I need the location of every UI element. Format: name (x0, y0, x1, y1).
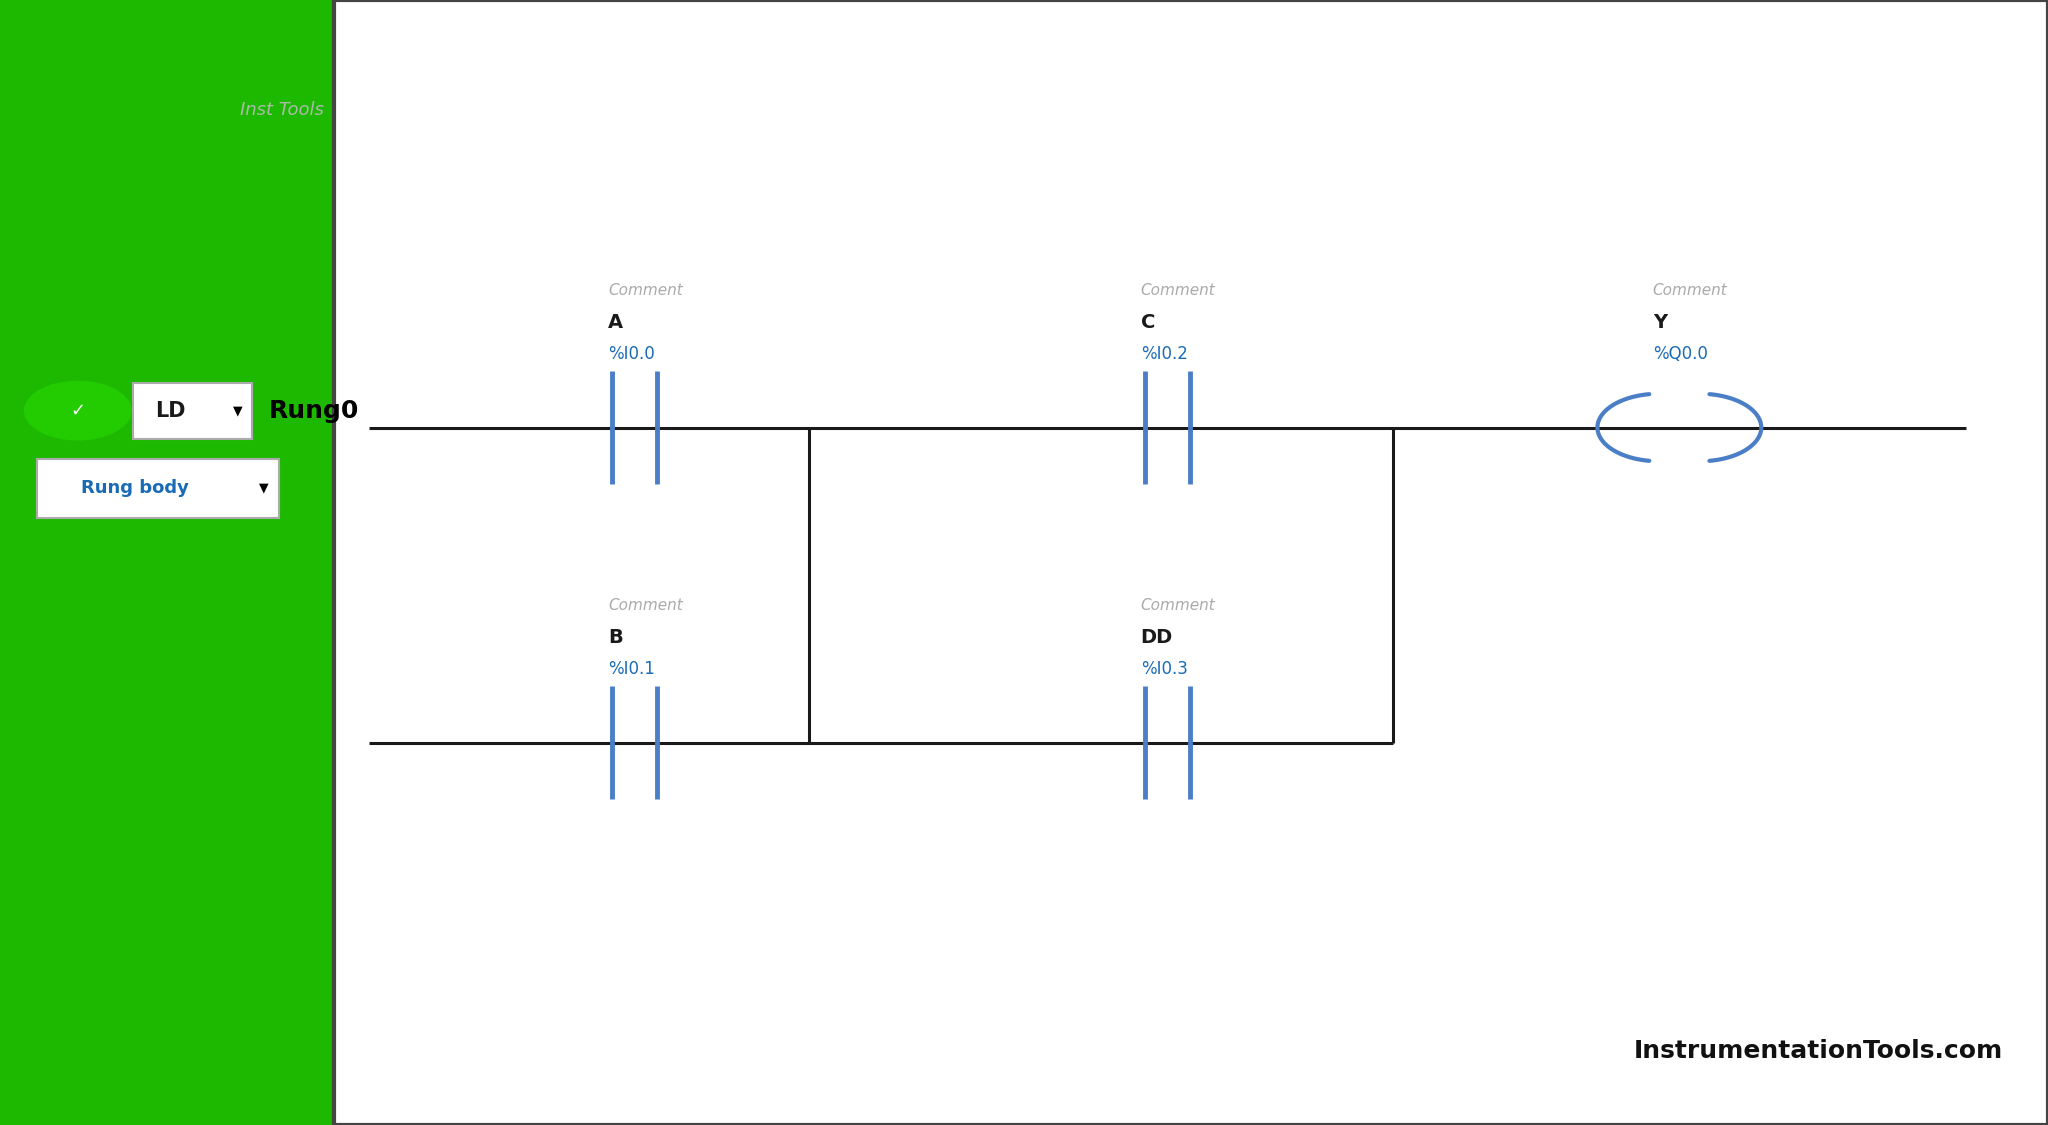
FancyBboxPatch shape (334, 0, 2048, 1125)
Text: Rung0: Rung0 (268, 398, 358, 423)
Text: %I0.2: %I0.2 (1141, 345, 1188, 363)
Text: %I0.1: %I0.1 (608, 660, 655, 678)
Text: ▼: ▼ (260, 482, 268, 495)
Text: B: B (608, 628, 623, 647)
Text: ▼: ▼ (233, 404, 242, 417)
Text: %Q0.0: %Q0.0 (1653, 345, 1708, 363)
Text: %I0.0: %I0.0 (608, 345, 655, 363)
Text: Rung body: Rung body (82, 479, 188, 497)
Circle shape (25, 381, 131, 440)
Text: InstrumentationTools.com: InstrumentationTools.com (1634, 1040, 2003, 1063)
FancyBboxPatch shape (133, 382, 252, 439)
Text: Comment: Comment (1141, 598, 1214, 613)
Text: ✓: ✓ (70, 402, 86, 420)
Text: Comment: Comment (608, 284, 682, 298)
Text: %I0.3: %I0.3 (1141, 660, 1188, 678)
Text: Y: Y (1653, 313, 1667, 332)
Text: DD: DD (1141, 628, 1174, 647)
Text: Comment: Comment (1653, 284, 1726, 298)
Text: Comment: Comment (1141, 284, 1214, 298)
FancyBboxPatch shape (37, 459, 279, 518)
Text: C: C (1141, 313, 1155, 332)
Text: Comment: Comment (608, 598, 682, 613)
Text: LD: LD (156, 400, 184, 421)
Text: A: A (608, 313, 623, 332)
Text: Inst Tools: Inst Tools (240, 101, 324, 119)
